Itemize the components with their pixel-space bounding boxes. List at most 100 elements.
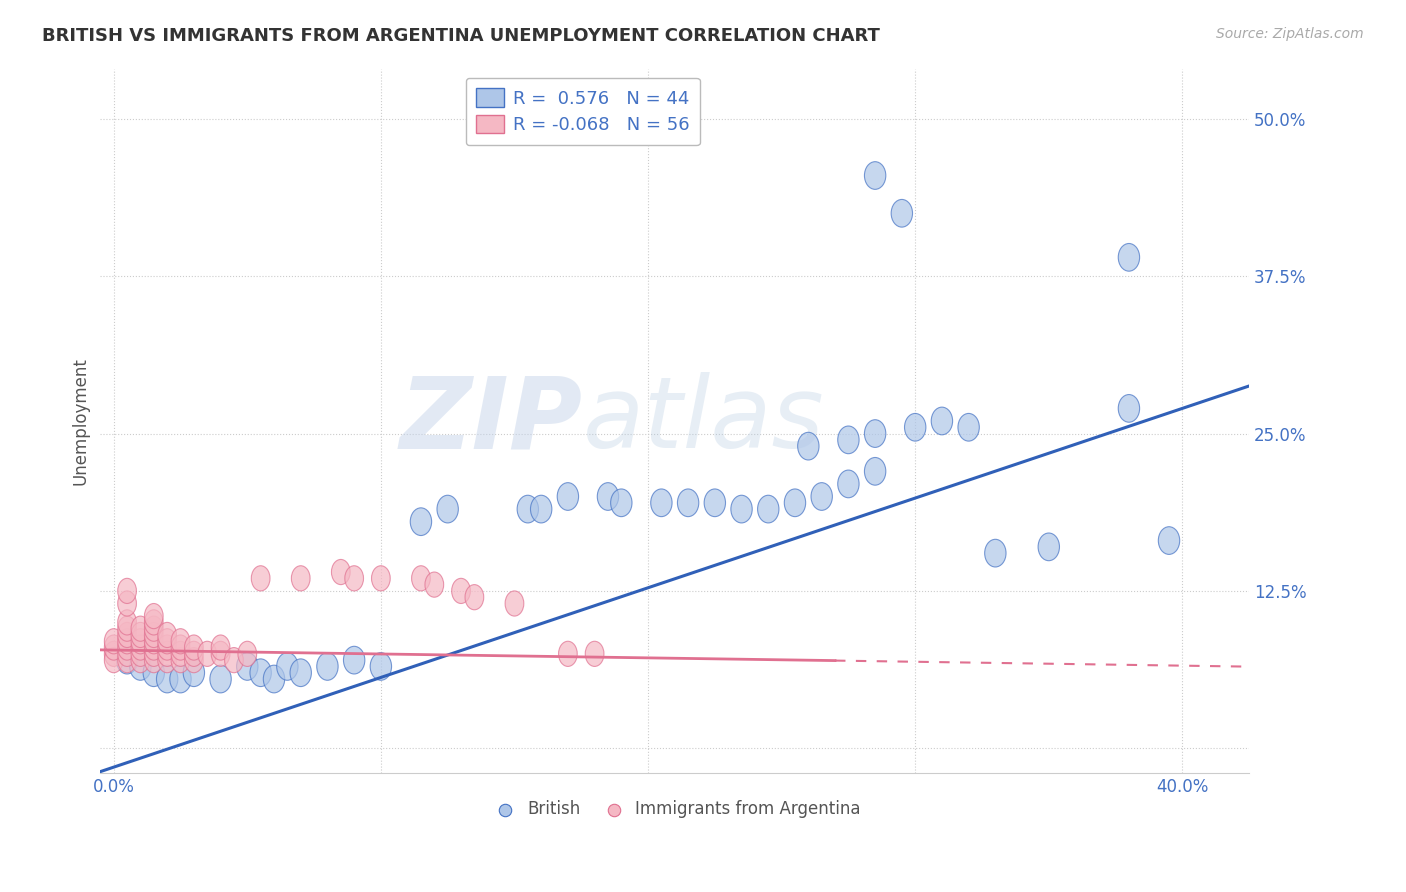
Ellipse shape (263, 665, 284, 693)
Ellipse shape (811, 483, 832, 510)
Ellipse shape (145, 610, 163, 635)
Ellipse shape (184, 641, 204, 666)
Ellipse shape (118, 641, 136, 666)
Ellipse shape (437, 495, 458, 523)
Text: Source: ZipAtlas.com: Source: ZipAtlas.com (1216, 27, 1364, 41)
Ellipse shape (131, 635, 150, 660)
Ellipse shape (157, 641, 177, 666)
Ellipse shape (118, 591, 136, 616)
Y-axis label: Unemployment: Unemployment (72, 357, 89, 485)
Ellipse shape (118, 629, 136, 654)
Ellipse shape (143, 659, 165, 687)
Ellipse shape (118, 635, 136, 660)
Ellipse shape (118, 616, 136, 641)
Ellipse shape (838, 426, 859, 454)
Ellipse shape (370, 653, 391, 681)
Ellipse shape (290, 659, 311, 687)
Ellipse shape (156, 665, 177, 693)
Ellipse shape (411, 508, 432, 535)
Ellipse shape (145, 604, 163, 629)
Ellipse shape (118, 578, 136, 604)
Ellipse shape (104, 635, 124, 660)
Ellipse shape (131, 648, 150, 673)
Ellipse shape (209, 665, 231, 693)
Ellipse shape (758, 495, 779, 523)
Ellipse shape (157, 629, 177, 654)
Ellipse shape (343, 647, 364, 674)
Ellipse shape (104, 629, 124, 654)
Ellipse shape (104, 641, 124, 666)
Ellipse shape (131, 623, 150, 648)
Ellipse shape (1118, 244, 1140, 271)
Ellipse shape (291, 566, 311, 591)
Ellipse shape (118, 623, 136, 648)
Ellipse shape (184, 635, 204, 660)
Ellipse shape (465, 584, 484, 610)
Ellipse shape (785, 489, 806, 516)
Ellipse shape (651, 489, 672, 516)
Ellipse shape (984, 540, 1007, 567)
Ellipse shape (1159, 526, 1180, 555)
Ellipse shape (1038, 533, 1060, 561)
Ellipse shape (183, 659, 204, 687)
Ellipse shape (104, 648, 124, 673)
Ellipse shape (172, 635, 190, 660)
Ellipse shape (957, 413, 980, 442)
Ellipse shape (517, 495, 538, 523)
Ellipse shape (451, 578, 471, 604)
Ellipse shape (865, 161, 886, 189)
Ellipse shape (731, 495, 752, 523)
Ellipse shape (172, 648, 190, 673)
Ellipse shape (145, 629, 163, 654)
Ellipse shape (157, 623, 177, 648)
Ellipse shape (678, 489, 699, 516)
Ellipse shape (131, 629, 150, 654)
Ellipse shape (1118, 394, 1140, 422)
Ellipse shape (557, 483, 579, 510)
Ellipse shape (145, 616, 163, 641)
Text: BRITISH VS IMMIGRANTS FROM ARGENTINA UNEMPLOYMENT CORRELATION CHART: BRITISH VS IMMIGRANTS FROM ARGENTINA UNE… (42, 27, 880, 45)
Ellipse shape (558, 641, 578, 666)
Ellipse shape (118, 610, 136, 635)
Ellipse shape (145, 635, 163, 660)
Ellipse shape (332, 559, 350, 584)
Text: ZIP: ZIP (399, 373, 583, 469)
Ellipse shape (610, 489, 633, 516)
Ellipse shape (838, 470, 859, 498)
Ellipse shape (252, 566, 270, 591)
Text: atlas: atlas (583, 373, 824, 469)
Ellipse shape (530, 495, 553, 523)
Ellipse shape (371, 566, 391, 591)
Ellipse shape (198, 641, 217, 666)
Ellipse shape (238, 641, 257, 666)
Ellipse shape (172, 629, 190, 654)
Ellipse shape (211, 635, 231, 660)
Ellipse shape (585, 641, 605, 666)
Ellipse shape (145, 648, 163, 673)
Ellipse shape (865, 458, 886, 485)
Ellipse shape (225, 648, 243, 673)
Ellipse shape (277, 653, 298, 681)
Ellipse shape (145, 641, 163, 666)
Ellipse shape (157, 648, 177, 673)
Ellipse shape (131, 616, 150, 641)
Ellipse shape (131, 641, 150, 666)
Ellipse shape (904, 413, 927, 442)
Ellipse shape (891, 200, 912, 227)
Ellipse shape (157, 635, 177, 660)
Legend: British, Immigrants from Argentina: British, Immigrants from Argentina (482, 794, 868, 825)
Ellipse shape (211, 641, 231, 666)
Ellipse shape (412, 566, 430, 591)
Ellipse shape (425, 572, 444, 598)
Ellipse shape (865, 420, 886, 448)
Ellipse shape (344, 566, 364, 591)
Ellipse shape (797, 433, 820, 460)
Ellipse shape (236, 653, 257, 681)
Ellipse shape (704, 489, 725, 516)
Ellipse shape (931, 407, 953, 434)
Ellipse shape (250, 659, 271, 687)
Ellipse shape (598, 483, 619, 510)
Ellipse shape (505, 591, 524, 616)
Ellipse shape (117, 647, 138, 674)
Ellipse shape (170, 665, 191, 693)
